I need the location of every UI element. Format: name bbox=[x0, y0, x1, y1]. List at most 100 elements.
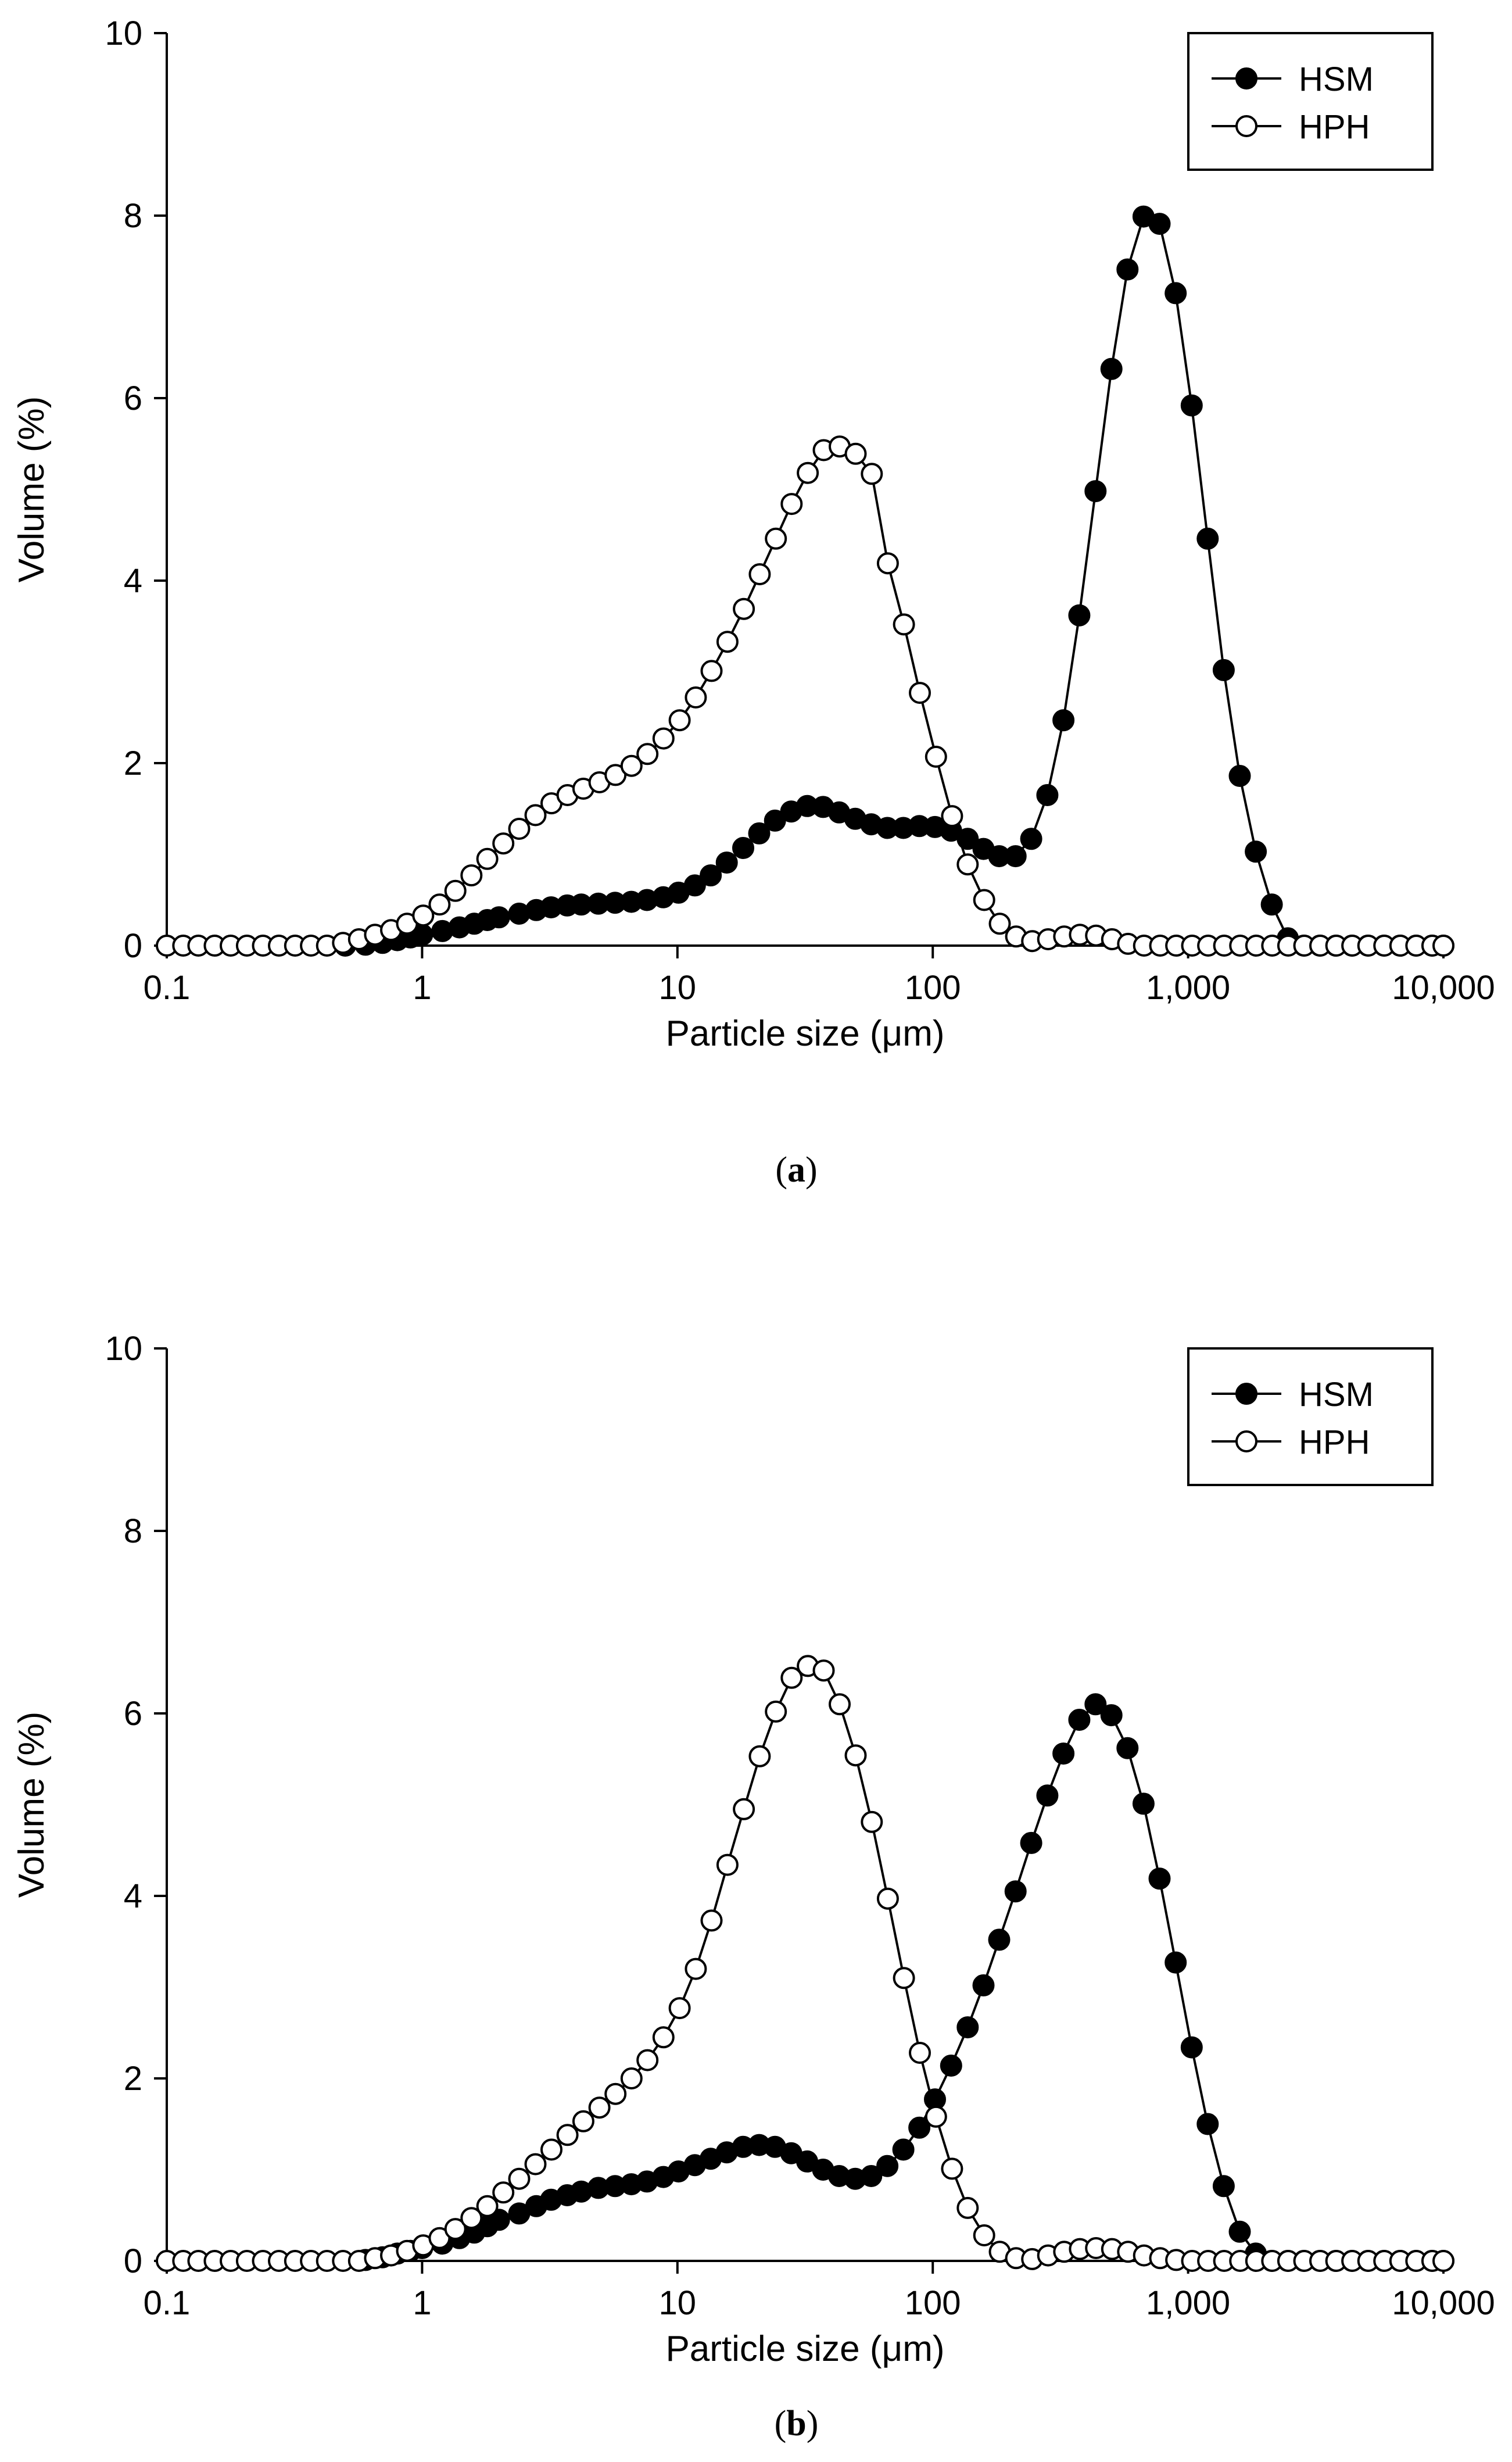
data-point-hsm bbox=[1084, 480, 1107, 503]
data-point-hph bbox=[956, 2196, 979, 2219]
panel-label: (a) bbox=[775, 1150, 817, 1190]
data-point-hsm bbox=[972, 1974, 995, 1996]
data-point-hph bbox=[620, 754, 643, 777]
data-point-hsm bbox=[488, 906, 510, 929]
x-tick-label: 1,000 bbox=[1146, 2284, 1230, 2322]
y-tick-label: 6 bbox=[124, 380, 142, 417]
data-point-hsm bbox=[1036, 1784, 1059, 1807]
data-point-hph bbox=[444, 2218, 467, 2241]
data-point-hsm bbox=[1228, 2220, 1251, 2243]
data-point-hsm bbox=[732, 837, 754, 859]
panel-label-letter: b bbox=[786, 2404, 806, 2443]
data-point-hph bbox=[1432, 2250, 1454, 2272]
data-point-hsm bbox=[700, 864, 722, 887]
data-point-hph bbox=[652, 727, 675, 750]
x-tick-label: 1,000 bbox=[1146, 969, 1230, 1007]
data-point-hsm bbox=[1212, 2175, 1235, 2198]
data-point-hsm bbox=[876, 2155, 899, 2177]
data-point-hph bbox=[668, 1997, 691, 2020]
panel-label-letter: a bbox=[787, 1150, 805, 1190]
data-point-hph bbox=[412, 904, 435, 927]
data-point-hph bbox=[988, 912, 1011, 935]
data-point-hph bbox=[909, 2042, 931, 2064]
y-axis-title: Volume (%) bbox=[12, 1712, 52, 1898]
data-point-hsm bbox=[1052, 709, 1075, 732]
data-point-hph bbox=[844, 442, 867, 465]
y-tick-label: 10 bbox=[105, 15, 142, 52]
data-point-hph bbox=[780, 493, 803, 516]
data-point-hph bbox=[925, 2105, 947, 2128]
data-point-hsm bbox=[860, 2165, 883, 2187]
legend-marker-hph bbox=[1235, 115, 1257, 137]
x-tick-label: 0.1 bbox=[144, 2284, 191, 2322]
data-point-hph bbox=[829, 1693, 851, 1716]
legend-marker-hsm bbox=[1235, 67, 1257, 90]
y-tick-label: 4 bbox=[124, 562, 142, 600]
data-point-hph bbox=[973, 889, 995, 911]
y-tick-label: 4 bbox=[124, 1877, 142, 1915]
data-point-hsm bbox=[1180, 394, 1203, 417]
legend-label-hsm: HSM bbox=[1299, 60, 1374, 98]
data-point-hph bbox=[508, 818, 531, 840]
data-point-hph bbox=[925, 746, 947, 768]
y-tick-label: 2 bbox=[124, 2060, 142, 2098]
data-point-hph bbox=[1432, 935, 1454, 957]
x-tick-label: 10,000 bbox=[1392, 2284, 1495, 2322]
data-point-hph bbox=[444, 879, 467, 902]
data-point-hsm bbox=[1116, 258, 1139, 281]
data-point-hsm bbox=[1068, 1709, 1091, 1731]
data-point-hph bbox=[700, 660, 723, 682]
data-point-hsm bbox=[1100, 357, 1123, 380]
x-tick-label: 1 bbox=[413, 2284, 431, 2322]
data-point-hph bbox=[956, 853, 979, 876]
legend bbox=[1187, 32, 1434, 171]
data-point-hph bbox=[620, 2067, 643, 2089]
data-point-hph bbox=[556, 2124, 579, 2146]
x-tick-label: 10,000 bbox=[1392, 969, 1495, 1007]
data-point-hph bbox=[685, 686, 707, 708]
y-tick-label: 8 bbox=[124, 1512, 142, 1550]
y-tick-label: 10 bbox=[105, 1330, 142, 1368]
data-point-hph bbox=[748, 1745, 771, 1767]
data-point-hsm bbox=[1116, 1737, 1139, 1759]
data-point-hph bbox=[941, 805, 963, 828]
data-point-hsm bbox=[988, 1928, 1011, 1951]
data-point-hph bbox=[460, 864, 483, 887]
data-point-hph bbox=[733, 1798, 755, 1820]
data-point-hsm bbox=[1245, 840, 1267, 863]
data-point-hsm bbox=[1196, 527, 1219, 550]
data-point-hsm bbox=[1132, 1792, 1155, 1815]
data-point-hsm bbox=[1020, 1831, 1042, 1854]
data-point-hsm bbox=[1165, 282, 1187, 305]
data-point-hph bbox=[636, 743, 659, 765]
legend-marker-hsm bbox=[1235, 1383, 1257, 1405]
data-point-hph bbox=[652, 2026, 675, 2049]
y-tick-label: 0 bbox=[124, 927, 142, 965]
data-point-hsm bbox=[1148, 213, 1171, 235]
data-point-hsm bbox=[764, 809, 786, 832]
data-point-hph bbox=[476, 2195, 499, 2217]
data-point-hph bbox=[797, 461, 819, 484]
data-point-hph bbox=[765, 527, 787, 550]
x-tick-label: 1 bbox=[413, 969, 431, 1007]
data-point-hph bbox=[973, 2224, 995, 2246]
data-point-hph bbox=[941, 2157, 963, 2180]
panel-b: 0.1 1 10 100 1,000 10,000 0 2 4 6 8 10 Particle size… bbox=[12, 1330, 1495, 2443]
data-point-hph bbox=[861, 1810, 883, 1833]
legend-label-hsm: HSM bbox=[1299, 1376, 1374, 1413]
data-point-hph bbox=[733, 597, 755, 620]
data-point-hsm bbox=[1004, 845, 1027, 868]
data-point-hph bbox=[524, 2153, 547, 2175]
data-point-hph bbox=[748, 563, 771, 585]
data-point-hph bbox=[668, 709, 691, 732]
data-point-hph bbox=[876, 1887, 899, 1910]
data-point-hsm bbox=[956, 828, 979, 850]
data-point-hsm bbox=[1036, 784, 1059, 806]
x-tick-label: 100 bbox=[905, 2284, 961, 2322]
data-point-hph bbox=[604, 2082, 627, 2105]
data-point-hph bbox=[909, 682, 931, 704]
y-axis-title: Volume (%) bbox=[12, 396, 52, 582]
data-point-hph bbox=[861, 463, 883, 485]
x-axis-title: Particle size (μm) bbox=[665, 1014, 944, 1054]
data-point-hsm bbox=[1004, 1880, 1027, 1903]
